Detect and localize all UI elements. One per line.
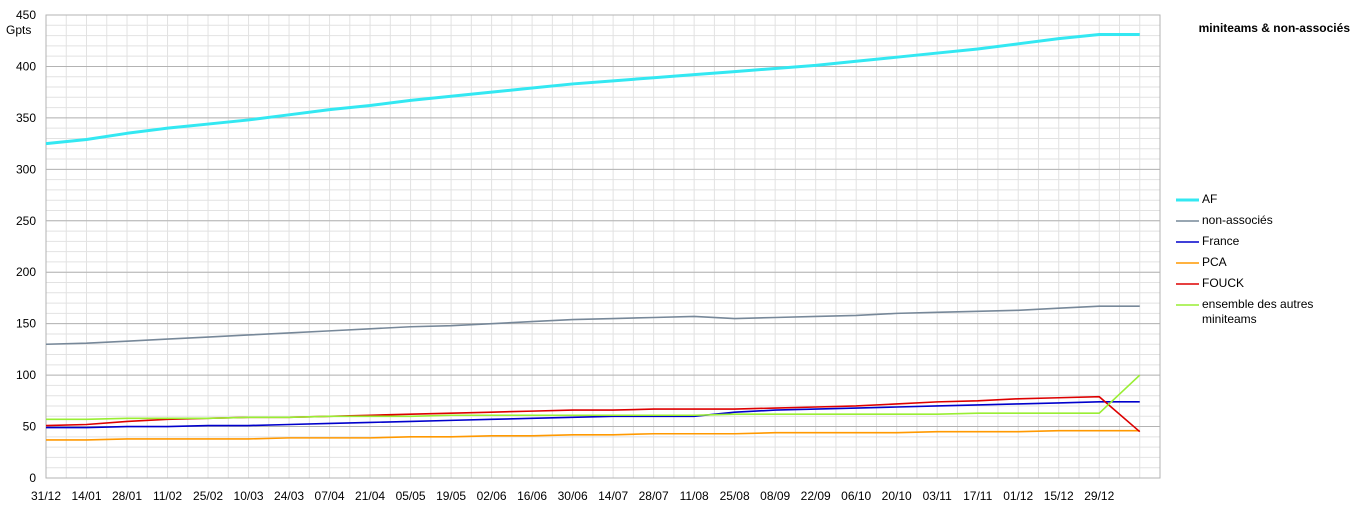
x-tick-label: 22/09 [801,489,831,503]
x-tick-label: 08/09 [760,489,790,503]
y-tick-label: 400 [16,59,36,73]
x-tick-label: 28/07 [639,489,669,503]
x-tick-label: 20/10 [882,489,912,503]
x-tick-label: 11/08 [680,489,709,503]
x-tick-label: 31/12 [31,489,61,503]
x-tick-label: 25/08 [720,489,750,503]
x-tick-label: 15/12 [1044,489,1074,503]
x-tick-label: 10/03 [234,489,264,503]
x-tick-label: 24/03 [274,489,304,503]
x-tick-label: 06/10 [841,489,871,503]
x-tick-label: 01/12 [1003,489,1033,503]
chart-title: miniteams & non-associés [1199,21,1351,35]
y-tick-label: 50 [23,420,37,434]
x-tick-label: 11/02 [153,489,182,503]
y-tick-label: 350 [16,111,36,125]
y-tick-label: 450 [16,8,36,22]
x-tick-label: 19/05 [436,489,466,503]
line-series [45,305,1140,346]
x-tick-label: 16/06 [517,489,547,503]
legend-label: PCA [1202,255,1227,269]
line-series [45,33,1140,146]
legend-label: non-associés [1202,213,1273,227]
x-tick-label: 03/11 [923,489,952,503]
x-tick-label: 29/12 [1084,489,1114,503]
y-tick-label: 0 [29,471,36,485]
x-tick-label: 07/04 [315,489,345,503]
x-tick-label: 28/01 [112,489,142,503]
y-tick-label: 100 [16,368,36,382]
y-tick-label: 200 [16,265,36,279]
x-tick-label: 21/04 [355,489,385,503]
y-tick-label: 150 [16,317,36,331]
y-tick-label: 300 [16,162,36,176]
y-tick-label: 250 [16,214,36,228]
x-tick-label: 25/02 [193,489,223,503]
x-tick-label: 05/05 [396,489,426,503]
legend-label: FOUCK [1202,276,1244,290]
line-series [46,401,1140,429]
legend-label: ensemble des autres miniteams [1202,297,1314,326]
plot-frame [45,14,1161,479]
y-axis-label: Gpts [6,23,31,37]
x-tick-label: 30/06 [558,489,588,503]
x-tick-label: 17/11 [963,489,992,503]
legend-label: AF [1202,192,1218,206]
legend-label: France [1202,234,1240,248]
x-tick-label: 14/07 [598,489,628,503]
x-tick-label: 14/01 [71,489,101,503]
x-tick-label: 02/06 [477,489,507,503]
line-series [46,429,1140,441]
line-series [46,374,1141,421]
